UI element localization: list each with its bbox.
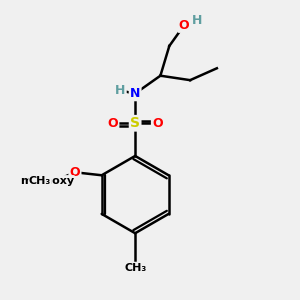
Text: N: N [130,87,140,100]
Text: O: O [107,117,118,130]
Text: CH₃: CH₃ [124,263,146,273]
Text: H: H [192,14,203,27]
Text: H: H [115,84,125,97]
Text: CH₃: CH₃ [29,176,51,186]
Text: O: O [179,19,190,32]
Text: O: O [70,166,80,179]
Text: S: S [130,116,140,130]
Text: O: O [152,117,163,130]
Text: methoxy: methoxy [20,176,74,186]
